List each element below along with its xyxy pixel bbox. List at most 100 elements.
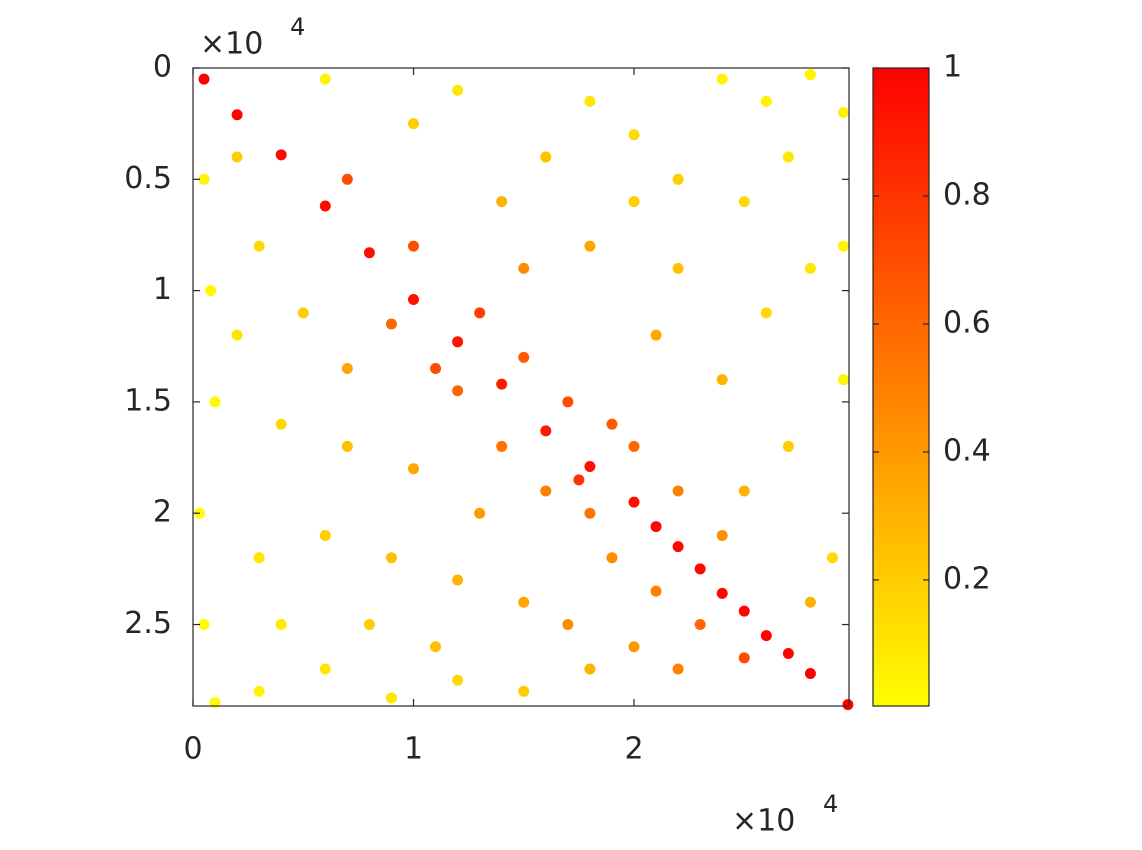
- x-exponent: 4: [823, 790, 838, 818]
- point: [474, 507, 486, 519]
- point: [319, 200, 331, 212]
- y-tick-label: 1.5: [124, 383, 172, 418]
- point: [628, 196, 640, 208]
- x-multiplier: ×10: [732, 804, 795, 839]
- point: [606, 552, 618, 564]
- point: [341, 440, 353, 452]
- point: [319, 529, 331, 541]
- point: [716, 73, 728, 85]
- colorbar-tick-label: 0.6: [943, 305, 991, 340]
- point: [573, 474, 585, 486]
- point: [540, 485, 552, 497]
- point: [837, 374, 849, 386]
- point: [760, 95, 772, 107]
- point: [760, 630, 772, 642]
- point: [804, 596, 816, 608]
- point: [198, 619, 210, 631]
- y-tick-label: 0.5: [124, 161, 172, 196]
- x-tick-label: 2: [624, 732, 643, 767]
- point: [694, 619, 706, 631]
- x-tick-label: 0: [183, 732, 202, 767]
- point: [782, 151, 794, 163]
- point: [650, 329, 662, 341]
- point: [782, 647, 794, 659]
- y-exponent: 4: [290, 13, 305, 41]
- point: [540, 151, 552, 163]
- point: [584, 663, 596, 675]
- point: [672, 485, 684, 497]
- point: [496, 196, 508, 208]
- point: [253, 685, 265, 697]
- point: [231, 329, 243, 341]
- point: [275, 418, 287, 430]
- point: [672, 663, 684, 675]
- point: [452, 84, 464, 96]
- point: [562, 396, 574, 408]
- point: [716, 587, 728, 599]
- point: [672, 541, 684, 553]
- point: [804, 667, 816, 679]
- point: [452, 385, 464, 397]
- point: [782, 440, 794, 452]
- point: [842, 699, 854, 711]
- point: [198, 173, 210, 185]
- point: [408, 294, 420, 306]
- point: [584, 460, 596, 472]
- point: [628, 496, 640, 508]
- point: [540, 425, 552, 437]
- point: [209, 396, 221, 408]
- point: [584, 507, 596, 519]
- colorbar-tick-label: 0.8: [943, 177, 991, 212]
- point: [385, 552, 397, 564]
- point: [297, 307, 309, 319]
- point: [430, 641, 442, 653]
- point: [650, 585, 662, 597]
- point: [738, 605, 750, 617]
- colorbar-tick-label: 0.2: [943, 561, 991, 596]
- point: [518, 596, 530, 608]
- point: [738, 652, 750, 664]
- point: [628, 129, 640, 141]
- y-tick-label: 1: [153, 272, 172, 307]
- point: [837, 107, 849, 119]
- point: [363, 619, 375, 631]
- point: [408, 118, 420, 130]
- point: [584, 95, 596, 107]
- point: [628, 440, 640, 452]
- point: [562, 619, 574, 631]
- point: [231, 109, 243, 121]
- point: [606, 418, 618, 430]
- point: [496, 440, 508, 452]
- point: [363, 247, 375, 259]
- point: [672, 173, 684, 185]
- point: [518, 351, 530, 363]
- point: [430, 363, 442, 375]
- point: [341, 363, 353, 375]
- point: [452, 674, 464, 686]
- y-tick-label: 2.5: [124, 606, 172, 641]
- y-multiplier: ×10: [200, 27, 263, 62]
- point: [837, 240, 849, 252]
- point: [804, 262, 816, 274]
- point: [474, 307, 486, 319]
- point: [760, 307, 772, 319]
- point: [198, 73, 210, 85]
- point: [650, 521, 662, 533]
- point: [205, 285, 217, 297]
- point: [209, 696, 221, 708]
- point: [584, 240, 596, 252]
- point: [496, 378, 508, 390]
- point: [319, 73, 331, 85]
- point: [408, 463, 420, 475]
- point: [804, 69, 816, 81]
- y-tick-label: 0: [153, 50, 172, 85]
- point: [694, 563, 706, 575]
- points: [194, 69, 854, 711]
- point: [408, 240, 420, 252]
- point: [385, 692, 397, 704]
- point: [275, 149, 287, 161]
- point: [275, 619, 287, 631]
- y-tick-label: 2: [153, 495, 172, 530]
- point: [253, 552, 265, 564]
